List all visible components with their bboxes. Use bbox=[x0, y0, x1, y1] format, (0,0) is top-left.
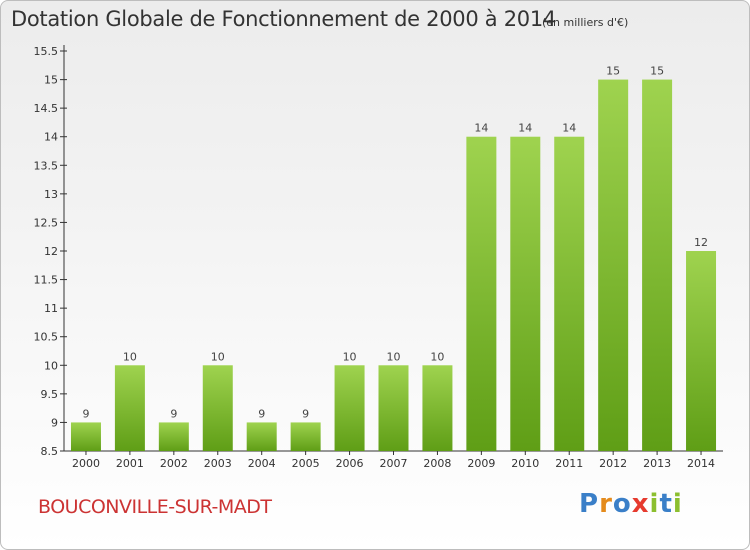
logo-letter: i bbox=[672, 489, 683, 519]
chart-title: Dotation Globale de Fonctionnement de 20… bbox=[11, 7, 556, 31]
labels: 2000 9 2001 10 2002 9 2003 10 2004 9 2005 9 2006 10 20… bbox=[72, 65, 715, 470]
y-tick-label: 8.5 bbox=[41, 445, 59, 458]
data-label: 10 bbox=[430, 350, 444, 363]
y-tick-label: 11.5 bbox=[34, 274, 59, 287]
bar bbox=[422, 365, 453, 451]
y-tick-label: 10.5 bbox=[34, 331, 59, 344]
bar bbox=[246, 422, 277, 451]
bar bbox=[554, 136, 585, 451]
data-label: 15 bbox=[606, 65, 620, 78]
data-label: 10 bbox=[343, 350, 357, 363]
data-label: 14 bbox=[562, 122, 576, 135]
y-tick-label: 12 bbox=[44, 245, 58, 258]
y-tick-label: 9.5 bbox=[41, 388, 59, 401]
bar bbox=[114, 365, 145, 451]
bars bbox=[70, 79, 717, 452]
data-label: 12 bbox=[694, 236, 708, 249]
x-tick-label: 2002 bbox=[160, 457, 188, 470]
x-tick-label: 2013 bbox=[643, 457, 671, 470]
x-tick-label: 2011 bbox=[555, 457, 583, 470]
logo-letter: o bbox=[612, 489, 632, 519]
bar bbox=[290, 422, 321, 451]
data-label: 9 bbox=[170, 407, 177, 420]
logo-letter: t bbox=[659, 489, 673, 519]
proxiti-logo[interactable]: Proxiti bbox=[579, 489, 683, 519]
x-tick-label: 2007 bbox=[380, 457, 408, 470]
bar bbox=[70, 422, 101, 451]
x-tick-label: 2001 bbox=[116, 457, 144, 470]
data-label: 10 bbox=[123, 350, 137, 363]
x-tick-label: 2012 bbox=[599, 457, 627, 470]
bar bbox=[598, 79, 629, 452]
y-tick-label: 15.5 bbox=[34, 45, 59, 58]
x-tick-label: 2004 bbox=[248, 457, 276, 470]
y-tick-label: 11 bbox=[44, 302, 58, 315]
bar bbox=[686, 251, 717, 451]
bar bbox=[202, 365, 233, 451]
x-tick-label: 2008 bbox=[423, 457, 451, 470]
y-tick-label: 13.5 bbox=[34, 159, 59, 172]
axes: 8.5 9 9.5 10 10.5 11 11.5 12 12.5 13 13.5 14 14.5 15 1… bbox=[34, 45, 723, 458]
y-tick-label: 14 bbox=[44, 131, 58, 144]
logo-letter: x bbox=[631, 489, 650, 519]
bar bbox=[334, 365, 365, 451]
x-tick-label: 2014 bbox=[687, 457, 715, 470]
bar bbox=[378, 365, 409, 451]
commune-name: BOUCONVILLE-SUR-MADT bbox=[38, 496, 272, 518]
x-tick-label: 2003 bbox=[204, 457, 232, 470]
y-tick-label: 14.5 bbox=[34, 102, 59, 115]
data-label: 9 bbox=[258, 407, 265, 420]
y-tick-label: 10 bbox=[44, 359, 58, 372]
x-tick-label: 2005 bbox=[292, 457, 320, 470]
data-label: 9 bbox=[302, 407, 309, 420]
logo-letter: i bbox=[649, 489, 660, 519]
bar bbox=[158, 422, 189, 451]
bar bbox=[510, 136, 541, 451]
x-tick-label: 2006 bbox=[336, 457, 364, 470]
y-tick-label: 9 bbox=[51, 416, 58, 429]
y-tick-label: 13 bbox=[44, 188, 58, 201]
logo-letter: P bbox=[579, 489, 600, 519]
y-tick-label: 12.5 bbox=[34, 216, 59, 229]
data-label: 14 bbox=[518, 122, 532, 135]
data-label: 15 bbox=[650, 65, 664, 78]
data-label: 14 bbox=[474, 122, 488, 135]
data-label: 9 bbox=[82, 407, 89, 420]
bar bbox=[466, 136, 497, 451]
logo-letter: r bbox=[599, 489, 613, 519]
chart-subtitle: (en milliers d'€) bbox=[542, 16, 629, 29]
x-tick-label: 2000 bbox=[72, 457, 100, 470]
x-tick-label: 2010 bbox=[511, 457, 539, 470]
x-tick-label: 2009 bbox=[467, 457, 495, 470]
y-tick-label: 15 bbox=[44, 74, 58, 87]
bar bbox=[642, 79, 673, 452]
data-label: 10 bbox=[387, 350, 401, 363]
data-label: 10 bbox=[211, 350, 225, 363]
